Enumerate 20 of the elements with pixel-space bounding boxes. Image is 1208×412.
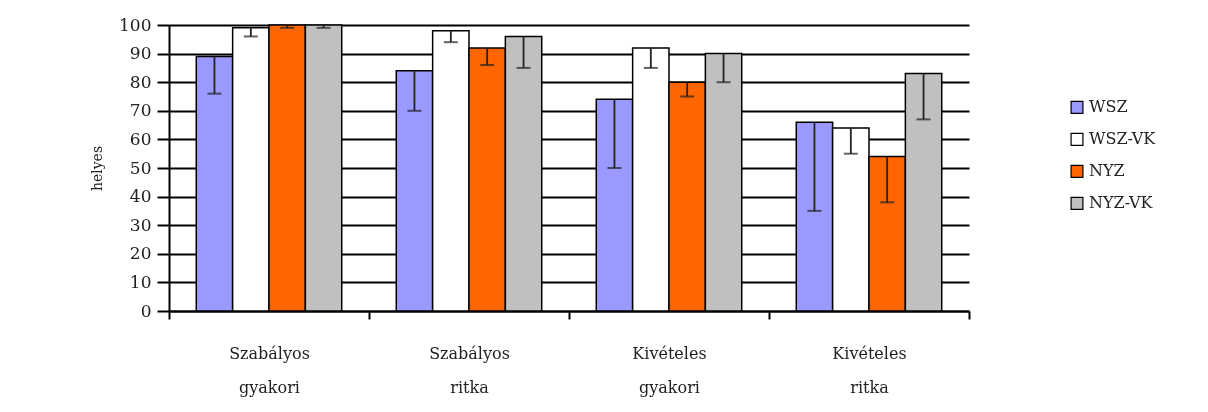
y-tick-label: 80: [129, 71, 152, 92]
legend-label: NYZ-VK: [1089, 193, 1154, 213]
y-tick-label: 40: [129, 186, 152, 207]
y-tick-label: 30: [129, 214, 152, 235]
y-tick-label: 70: [129, 100, 152, 121]
x-tick-label: Kivételes ritka: [832, 343, 907, 397]
y-tick-label: 100: [119, 14, 152, 35]
legend-label: WSZ-VK: [1089, 129, 1157, 149]
y-tick-label: 20: [129, 243, 152, 264]
y-axis-title: helyes: [89, 145, 106, 192]
legend-label: NYZ: [1089, 161, 1125, 181]
y-tick-label: 90: [129, 43, 152, 64]
legend-label: WSZ: [1089, 97, 1128, 117]
y-tick-label: 60: [129, 128, 152, 149]
y-tick-label: 0: [140, 300, 152, 321]
y-tick-label: 50: [129, 157, 152, 178]
y-tick-label: 10: [129, 271, 152, 292]
x-tick-label: Kivételes gyakori: [632, 343, 707, 397]
x-tick-label: Szabályos gyakori: [229, 343, 310, 397]
x-tick-label: Szabályos ritka: [429, 343, 510, 397]
